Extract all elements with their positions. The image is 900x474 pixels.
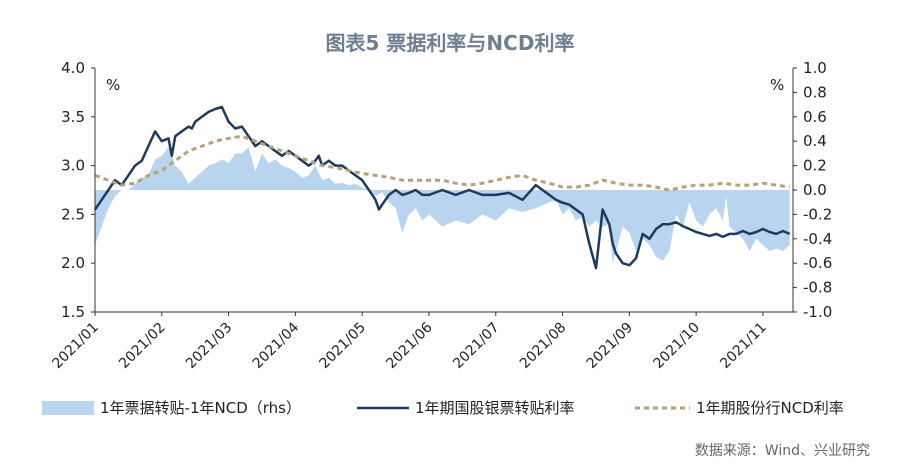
x-tick-label: 2021/01 — [49, 320, 101, 372]
y2-tick-label: 0.8 — [803, 83, 827, 101]
y-tick-label: 3.0 — [61, 157, 85, 175]
y2-tick-label: -0.2 — [803, 205, 832, 223]
y2-tick-label: 0.4 — [803, 132, 827, 150]
y2-tick-label: -0.8 — [803, 279, 832, 297]
x-tick-label: 2021/08 — [517, 320, 569, 372]
left-axis-unit: % — [106, 76, 120, 94]
y-tick-label: 1.5 — [61, 303, 85, 321]
y2-tick-label: 1.0 — [803, 59, 827, 77]
source-note: 数据来源：Wind、兴业研究 — [695, 443, 870, 459]
x-tick-label: 2021/05 — [317, 320, 369, 372]
x-tick-label: 2021/07 — [450, 320, 502, 372]
y-tick-label: 3.5 — [61, 108, 85, 126]
right-axis-unit: % — [770, 76, 784, 94]
y-tick-label: 4.0 — [61, 59, 85, 77]
y-tick-label: 2.0 — [61, 254, 85, 272]
x-tick-label: 2021/11 — [717, 320, 769, 372]
x-tick-label: 2021/10 — [651, 320, 703, 372]
y-tick-label: 2.5 — [61, 205, 85, 223]
y2-tick-label: -0.4 — [803, 230, 832, 248]
legend: 1年票据转贴-1年NCD（rhs） 1年期国股银票转贴利率 1年期股份行NCD利率 — [42, 399, 844, 417]
y2-tick-label: 0.6 — [803, 108, 827, 126]
y2-tick-label: -0.6 — [803, 254, 832, 272]
x-tick-label: 2021/02 — [116, 320, 168, 372]
legend-swatch-area — [42, 401, 94, 415]
y2-tick-label: 0.0 — [803, 181, 827, 199]
x-tick-label: 2021/03 — [183, 320, 235, 372]
chart-title: 图表5 票据利率与NCD利率 — [326, 31, 575, 55]
y2-tick-label: 0.2 — [803, 157, 827, 175]
legend-label: 1年票据转贴-1年NCD（rhs） — [100, 399, 301, 417]
x-tick-label: 2021/09 — [584, 320, 636, 372]
x-tick-label: 2021/04 — [250, 319, 303, 372]
series-line-bill-rate — [93, 105, 791, 270]
legend-label: 1年期股份行NCD利率 — [696, 399, 844, 417]
y2-tick-label: -1.0 — [803, 303, 832, 321]
legend-label: 1年期国股银票转贴利率 — [415, 399, 575, 417]
x-tick-label: 2021/06 — [383, 319, 436, 372]
plot-area: 4.0 3.5 3.0 2.5 2.0 1.5 1.0 0.8 0.6 0.4 0.2 0.0 -0.2… — [49, 59, 832, 372]
series-line-ncd-rate — [94, 134, 790, 192]
series-area-spread — [95, 147, 790, 264]
